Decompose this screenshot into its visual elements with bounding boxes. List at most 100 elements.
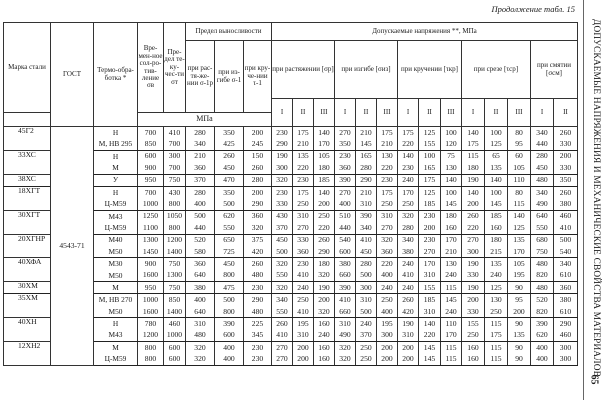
value-cell: 145 (440, 293, 462, 306)
value-cell: 130 (484, 293, 508, 306)
value-cell: 520 (530, 293, 554, 306)
heat-treatment: М50 (93, 269, 138, 283)
value-cell: 280 (185, 126, 215, 139)
header-end-bending: при из-гибе σ-1 (214, 40, 244, 113)
value-cell: 90 (507, 341, 531, 354)
value-cell: 200 (376, 341, 398, 354)
value-cell: 1000 (163, 329, 186, 343)
value-cell: 1600 (137, 305, 164, 319)
value-cell: 135 (292, 150, 314, 163)
value-cell: 190 (461, 257, 485, 270)
value-cell: 430 (163, 186, 186, 199)
value-cell: 200 (553, 150, 578, 163)
value-cell: 290 (243, 198, 272, 211)
value-cell: 320 (313, 305, 335, 319)
value-cell: 250 (376, 198, 398, 211)
value-cell: 340 (530, 186, 554, 199)
value-cell: 190 (271, 150, 293, 163)
value-cell: 155 (461, 317, 485, 330)
value-cell: 600 (163, 341, 186, 354)
value-cell: 200 (292, 353, 314, 366)
value-cell: 340 (271, 293, 293, 306)
value-cell: 380 (334, 257, 356, 270)
value-cell: 480 (243, 305, 272, 319)
value-cell: 225 (243, 317, 272, 330)
value-cell: 500 (214, 198, 244, 211)
heat-treatment: М (93, 341, 138, 354)
value-cell: 145 (484, 198, 508, 211)
value-cell: 240 (397, 174, 419, 187)
value-cell: 100 (484, 126, 508, 139)
value-cell: 110 (507, 174, 531, 187)
header-allowable: Допускаемые напряжения **, МПа (271, 22, 578, 41)
value-cell: 320 (313, 269, 335, 283)
value-cell: 250 (461, 329, 485, 343)
table-row: 18ХГТ Н 700 430 280 350 200 230 175 140 270 210 175 1… (3, 185, 578, 211)
value-cell: 270 (271, 341, 293, 354)
heat-treatment: Н (93, 126, 138, 139)
value-cell: 175 (484, 329, 508, 343)
value-cell: 600 (334, 245, 356, 259)
value-cell: 520 (185, 234, 215, 246)
value-cell: 290 (243, 293, 272, 306)
value-cell: 260 (553, 126, 578, 139)
value-cell: 950 (137, 174, 164, 187)
value-cell: 700 (163, 162, 186, 175)
header-end-torsion: при кру-че-нии τ-1 (243, 40, 272, 113)
value-cell: 100 (440, 186, 462, 199)
value-cell: 500 (355, 305, 377, 319)
value-cell: 160 (440, 222, 462, 235)
value-cell: 800 (137, 353, 164, 366)
value-cell: 640 (185, 269, 215, 283)
value-cell: 800 (163, 198, 186, 211)
value-cell: 350 (334, 138, 356, 151)
value-cell: 450 (355, 245, 377, 259)
value-cell: 360 (376, 245, 398, 259)
value-cell: 500 (271, 245, 293, 259)
header-bending: при изгибе [σиз] (334, 40, 398, 99)
value-cell: 480 (530, 257, 554, 270)
value-cell: 370 (185, 174, 215, 187)
value-cell: 150 (243, 150, 272, 163)
value-cell: 410 (271, 329, 293, 343)
value-cell: 175 (461, 138, 485, 151)
value-cell: 320 (397, 210, 419, 223)
value-cell: 200 (243, 126, 272, 139)
value-cell: 135 (507, 329, 531, 343)
value-cell: 230 (334, 150, 356, 163)
table-row: 40ХФА М30 900 750 360 450 260 320 230 180 380 280 22… (3, 257, 578, 283)
value-cell: 230 (243, 341, 272, 354)
value-cell: 300 (553, 341, 578, 354)
value-cell: 490 (530, 198, 554, 211)
value-cell: 1400 (163, 245, 186, 259)
value-cell: 390 (530, 317, 554, 330)
value-cell: 510 (334, 210, 356, 223)
value-cell: 170 (507, 245, 531, 259)
value-cell: 330 (461, 269, 485, 283)
value-cell: 450 (530, 162, 554, 175)
value-cell: 140 (397, 150, 419, 163)
value-cell: 300 (553, 353, 578, 366)
value-cell: 125 (418, 186, 441, 199)
value-cell: 230 (271, 126, 293, 139)
value-cell: 380 (553, 293, 578, 306)
value-cell: 155 (418, 138, 441, 151)
value-cell: 270 (376, 222, 398, 235)
value-cell: 700 (137, 126, 164, 139)
heat-treatment: Ц-М59 (93, 198, 138, 211)
value-cell: 210 (185, 150, 215, 163)
value-cell: 750 (163, 174, 186, 187)
value-cell: 370 (355, 329, 377, 343)
value-cell: 660 (334, 305, 356, 319)
value-cell: 390 (334, 174, 356, 187)
value-cell: 140 (313, 186, 335, 199)
steel-grade: 35ХМ (3, 293, 51, 319)
value-cell: 145 (440, 198, 462, 211)
value-cell: 300 (376, 329, 398, 343)
value-cell: 360 (243, 210, 272, 223)
value-cell: 90 (507, 317, 531, 330)
value-cell: 400 (214, 353, 244, 366)
value-cell: 220 (376, 257, 398, 270)
value-cell: 680 (530, 234, 554, 246)
value-cell: 490 (334, 329, 356, 343)
